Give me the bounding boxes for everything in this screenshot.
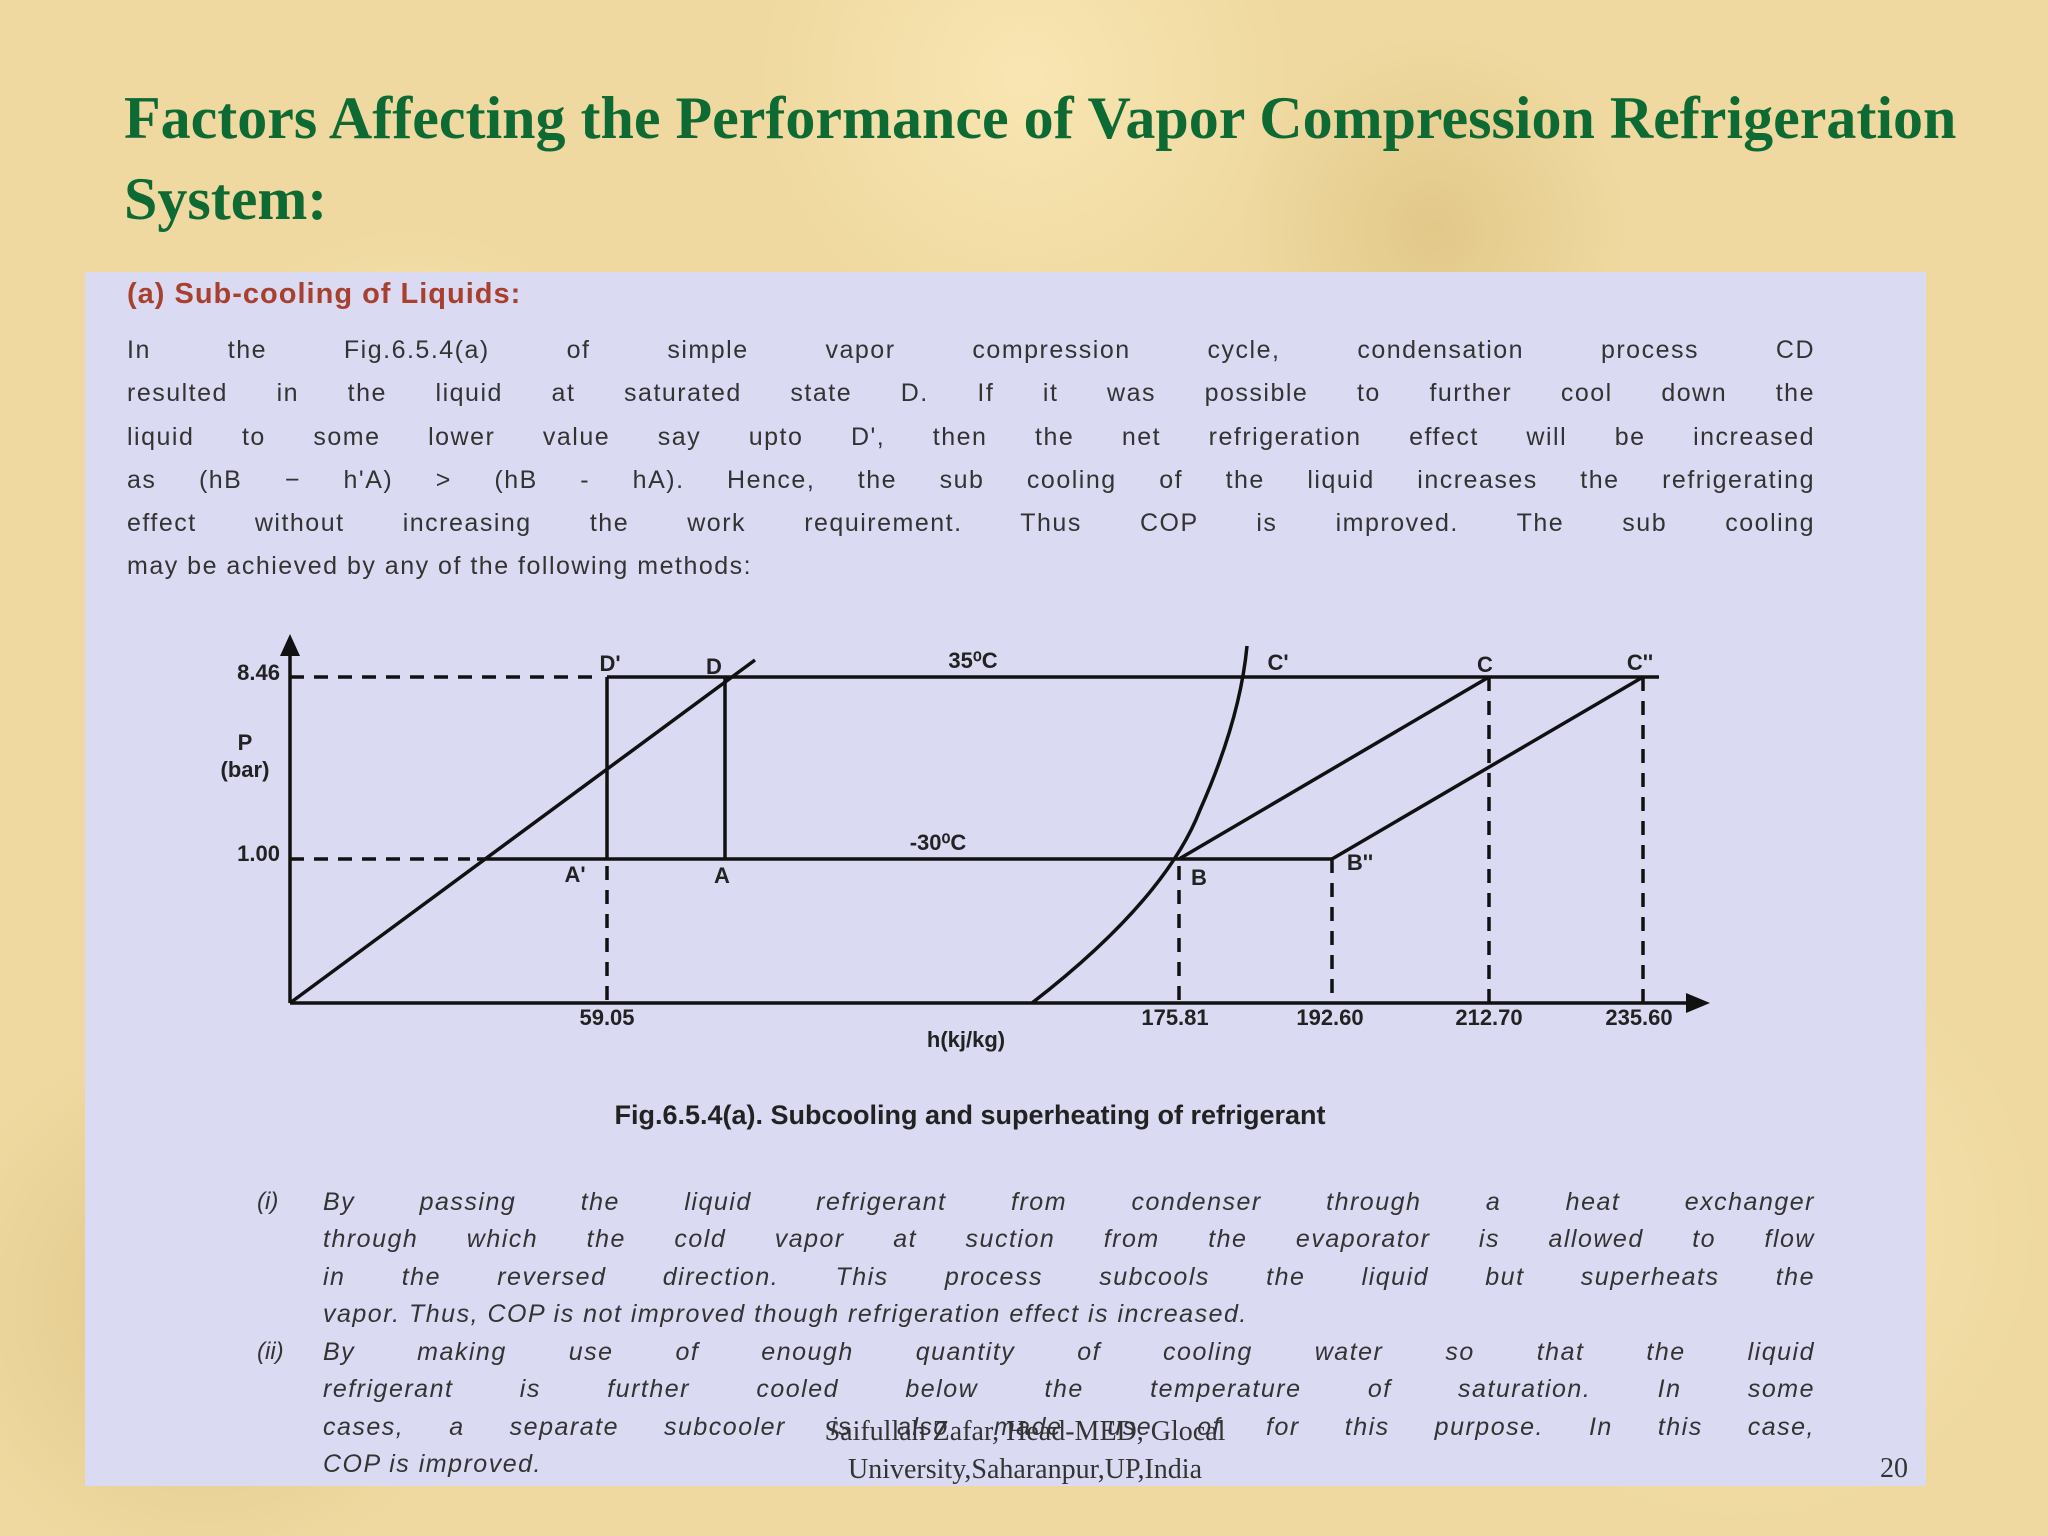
liquid-line xyxy=(288,658,757,1005)
paragraph-line: may be achieved by any of the following … xyxy=(127,552,753,581)
paragraph-line: effect without increasing the work requi… xyxy=(127,509,1815,538)
x-arrow xyxy=(1686,993,1710,1013)
y-arrow xyxy=(280,634,300,656)
slide-title: Factors Affecting the Performance of Vap… xyxy=(124,85,1957,232)
method-text: By making use of enough quantity of cool… xyxy=(323,1334,1815,1483)
y-tick-label: 1.00 xyxy=(237,841,280,866)
method-line: vapor. Thus, COP is not improved though … xyxy=(323,1299,1248,1328)
paragraph-line: In the Fig.6.5.4(a) of simple vapor comp… xyxy=(127,336,1815,364)
point-label: B'' xyxy=(1347,850,1373,875)
compression-line xyxy=(1178,675,1490,861)
paragraph-line: resulted in the liquid at saturated stat… xyxy=(127,379,1815,408)
x-tick-label: 59.05 xyxy=(579,1005,634,1030)
point-label: C'' xyxy=(1627,650,1653,675)
method-line: By making use of enough quantity of cool… xyxy=(323,1338,1815,1366)
saturation-curve xyxy=(1030,645,1249,1005)
point-label: B xyxy=(1191,865,1207,890)
method-number: (i) xyxy=(257,1188,279,1215)
y-axis-label: P xyxy=(238,730,253,755)
method-line: through which the cold vapor at suction … xyxy=(323,1225,1815,1254)
method-line: By passing the liquid refrigerant from c… xyxy=(323,1188,1815,1216)
method-line: in the reversed direction. This process … xyxy=(323,1262,1815,1291)
page-number: 20 xyxy=(1880,1453,1908,1484)
method-line: COP is improved. xyxy=(323,1449,542,1478)
paragraph-line: liquid to some lower value say upto D', … xyxy=(127,422,1815,451)
point-label: A xyxy=(714,863,730,888)
point-label: C' xyxy=(1267,650,1288,675)
point-label: C xyxy=(1477,652,1493,677)
x-tick-label: 175.81 xyxy=(1141,1005,1208,1030)
method-text: By passing the liquid refrigerant from c… xyxy=(323,1184,1815,1333)
point-label: D' xyxy=(599,651,620,676)
method-line: cases, a separate subcooler is also made… xyxy=(323,1412,1815,1441)
footer-line: Saifullah Zafar, Head-MED, Glocal xyxy=(824,1416,1226,1447)
paragraph: In the Fig.6.5.4(a) of simple vapor comp… xyxy=(127,329,1815,589)
point-label: D xyxy=(706,654,722,679)
footer-author: Saifullah Zafar, Head-MED, Glocal Univer… xyxy=(725,1413,1325,1489)
x-tick-label: 192.60 xyxy=(1296,1005,1363,1030)
temperature-label: -30⁰C xyxy=(910,830,967,855)
y-tick-label: 8.46 xyxy=(237,660,280,685)
temperature-label: 35⁰C xyxy=(948,648,997,673)
x-tick-label: 212.70 xyxy=(1455,1005,1522,1030)
method-line: refrigerant is further cooled below the … xyxy=(323,1375,1815,1404)
x-tick-label: 235.60 xyxy=(1605,1005,1672,1030)
x-axis-label: h(kj/kg) xyxy=(927,1027,1005,1052)
figure-caption: Fig.6.5.4(a). Subcooling and superheatin… xyxy=(614,1100,1325,1130)
footer-line: University,Saharanpur,UP,India xyxy=(848,1454,1202,1485)
point-label: A' xyxy=(564,862,585,887)
paragraph-line: as (hB − h'A) > (hB - hA). Hence, the su… xyxy=(127,465,1815,494)
content-panel xyxy=(85,272,1926,1486)
method-number: (ii) xyxy=(257,1338,284,1365)
compression-line xyxy=(1331,675,1644,861)
y-axis-label: (bar) xyxy=(221,757,270,782)
section-heading: (a) Sub-cooling of Liquids: xyxy=(127,278,522,310)
